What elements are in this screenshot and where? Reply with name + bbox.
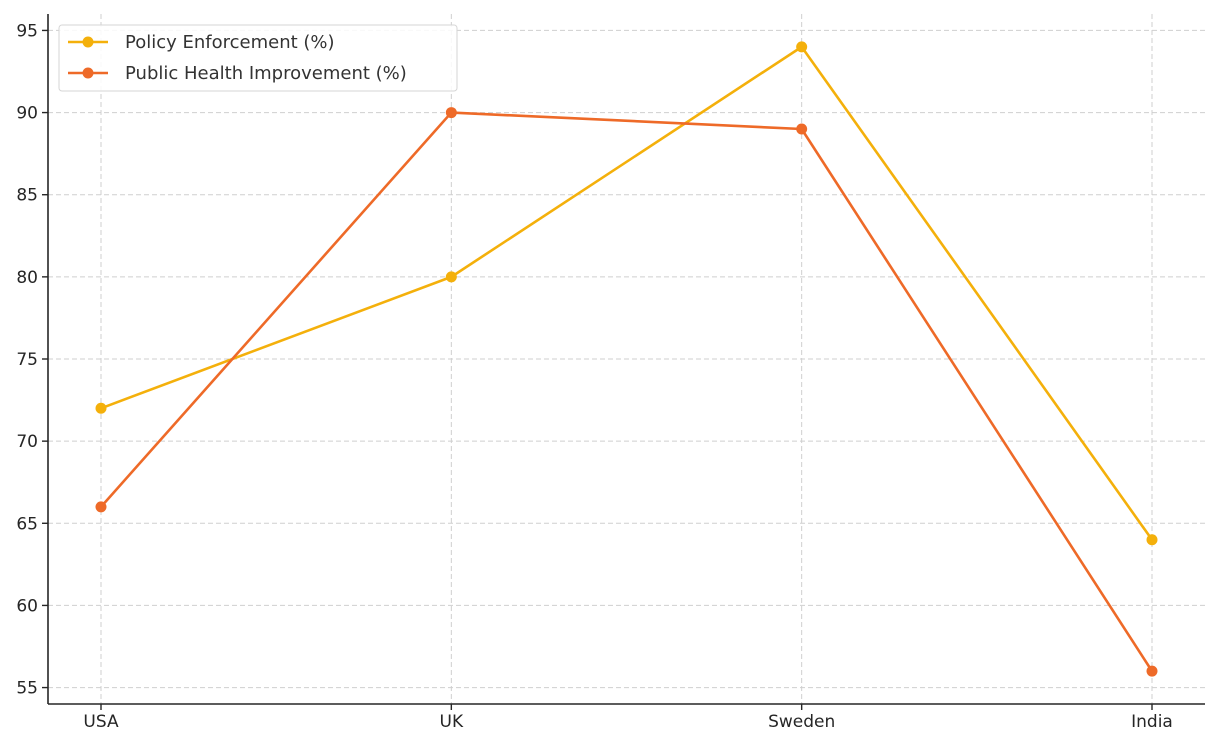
y-tick-label: 60 — [16, 596, 38, 616]
y-tick-label: 80 — [16, 268, 38, 288]
data-point — [95, 501, 107, 513]
axes: 55 60 65 70 75 80 85 90 95 USA UK Sweden India — [16, 14, 1205, 732]
data-point — [796, 41, 808, 53]
data-point — [796, 123, 808, 135]
series-0 — [95, 41, 1158, 546]
y-tick-label: 70 — [16, 432, 38, 452]
data-point — [445, 107, 457, 119]
y-tick-label: 55 — [16, 679, 38, 699]
data-point — [1146, 534, 1158, 546]
data-point — [445, 271, 457, 283]
x-tick-label: UK — [440, 712, 464, 732]
series-line — [100, 111, 1154, 672]
legend-entry: Policy Enforcement (%) — [68, 32, 335, 53]
x-tick-label: USA — [83, 712, 119, 732]
grid — [48, 14, 1205, 704]
legend-label: Public Health Improvement (%) — [125, 63, 407, 84]
series-layer — [95, 41, 1158, 677]
y-tick-label: 95 — [16, 21, 38, 41]
legend-box — [58, 24, 458, 92]
y-tick-label: 90 — [16, 104, 38, 124]
y-tick-label: 85 — [16, 186, 38, 206]
legend-entry: Public Health Improvement (%) — [68, 63, 407, 84]
y-tick-label: 65 — [16, 514, 38, 534]
data-point — [1146, 665, 1158, 677]
x-tick-label: India — [1131, 712, 1173, 732]
legend-swatch-marker — [82, 67, 94, 79]
series-line — [100, 45, 1154, 541]
legend-label: Policy Enforcement (%) — [125, 32, 335, 53]
data-point — [95, 402, 107, 414]
y-tick-label: 75 — [16, 350, 38, 370]
x-tick-label: Sweden — [768, 712, 835, 732]
legend-swatch-marker — [82, 36, 94, 48]
series-1 — [95, 107, 1158, 677]
legend: Policy Enforcement (%) Public Health Imp… — [58, 24, 458, 92]
